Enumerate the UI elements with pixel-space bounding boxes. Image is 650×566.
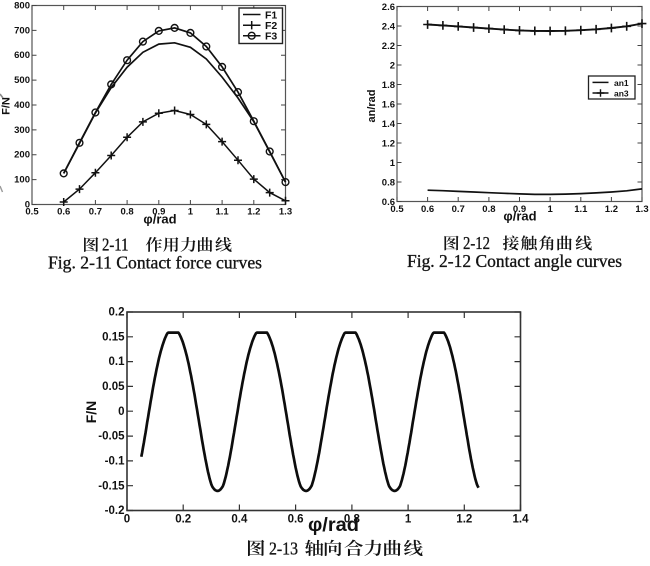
svg-text:2-12: 2-12 — [463, 233, 490, 253]
svg-text:400: 400 — [14, 100, 30, 111]
svg-text:an1: an1 — [614, 78, 629, 88]
svg-text:0.1: 0.1 — [109, 356, 126, 368]
svg-text:1.4: 1.4 — [513, 514, 530, 526]
svg-text:2.2: 2.2 — [382, 41, 395, 52]
svg-text:2: 2 — [390, 60, 395, 71]
svg-text:1.2: 1.2 — [605, 204, 618, 215]
svg-text:F3: F3 — [265, 31, 277, 43]
svg-text:0.8: 0.8 — [482, 204, 495, 215]
svg-text:0.8: 0.8 — [120, 207, 133, 218]
svg-text:2.4: 2.4 — [382, 21, 396, 32]
svg-text:600: 600 — [14, 50, 30, 61]
svg-text:1.2: 1.2 — [247, 207, 260, 218]
svg-text:0.8: 0.8 — [382, 177, 395, 188]
svg-text:0.7: 0.7 — [452, 204, 465, 215]
svg-text:1.2: 1.2 — [456, 514, 472, 526]
svg-text:0.9: 0.9 — [513, 204, 526, 215]
svg-text:-0.2: -0.2 — [105, 505, 125, 517]
svg-text:0.6: 0.6 — [421, 204, 434, 215]
svg-text:0: 0 — [124, 514, 130, 526]
svg-text:0.6: 0.6 — [57, 207, 70, 218]
svg-text:0.2: 0.2 — [109, 307, 125, 319]
svg-text:0.05: 0.05 — [102, 381, 125, 393]
svg-text:φ/rad: φ/rad — [503, 209, 536, 224]
svg-text:500: 500 — [14, 75, 30, 86]
svg-text:800: 800 — [14, 0, 30, 11]
svg-text:0.5: 0.5 — [390, 204, 404, 215]
svg-text:1: 1 — [405, 514, 412, 526]
svg-text:0.6: 0.6 — [288, 514, 304, 526]
svg-text:1.3: 1.3 — [635, 204, 648, 215]
svg-text:Fig. 2-11 Contact force curves: Fig. 2-11 Contact force curves — [48, 253, 262, 273]
svg-text:0.2: 0.2 — [175, 514, 191, 526]
svg-text:-0.15: -0.15 — [98, 480, 125, 492]
svg-text:0.4: 0.4 — [231, 514, 248, 526]
svg-text:0.7: 0.7 — [89, 207, 102, 218]
svg-text:-0.05: -0.05 — [98, 431, 125, 443]
svg-text:1.3: 1.3 — [279, 207, 292, 218]
svg-text:φ/rad: φ/rad — [308, 515, 359, 536]
svg-text:2.6: 2.6 — [382, 2, 395, 13]
svg-text:F/N: F/N — [83, 401, 99, 424]
svg-text:F2: F2 — [265, 20, 277, 32]
svg-text:0.5: 0.5 — [25, 207, 39, 218]
svg-text:0.15: 0.15 — [102, 331, 125, 343]
svg-text:1.8: 1.8 — [382, 80, 395, 91]
svg-text:an/rad: an/rad — [366, 89, 378, 122]
svg-text:1.1: 1.1 — [215, 207, 229, 218]
svg-text:1.6: 1.6 — [382, 99, 395, 110]
svg-text:F1: F1 — [265, 9, 277, 21]
svg-text:2-13: 2-13 — [269, 539, 298, 559]
svg-text:200: 200 — [14, 150, 30, 161]
svg-text:1.4: 1.4 — [382, 119, 396, 130]
svg-text:φ/rad: φ/rad — [143, 212, 176, 227]
svg-text:0: 0 — [118, 406, 124, 418]
svg-text:-0.1: -0.1 — [105, 456, 125, 468]
svg-text:an3: an3 — [614, 88, 629, 98]
svg-text:0.9: 0.9 — [152, 207, 165, 218]
svg-text:700: 700 — [14, 25, 30, 36]
svg-text:300: 300 — [14, 125, 30, 136]
svg-text:1.1: 1.1 — [574, 204, 588, 215]
svg-text:0.8: 0.8 — [344, 514, 361, 526]
svg-text:1: 1 — [390, 158, 396, 169]
svg-text:0.6: 0.6 — [382, 197, 395, 208]
svg-text:1: 1 — [547, 204, 553, 215]
svg-text:2-11: 2-11 — [102, 235, 129, 255]
svg-text:Fig. 2-12 Contact angle curves: Fig. 2-12 Contact angle curves — [407, 251, 622, 271]
svg-text:1: 1 — [188, 207, 194, 218]
svg-text:1.2: 1.2 — [382, 138, 395, 149]
svg-text:100: 100 — [14, 175, 30, 186]
svg-text:0: 0 — [25, 199, 30, 210]
svg-text:F/N: F/N — [1, 97, 13, 115]
